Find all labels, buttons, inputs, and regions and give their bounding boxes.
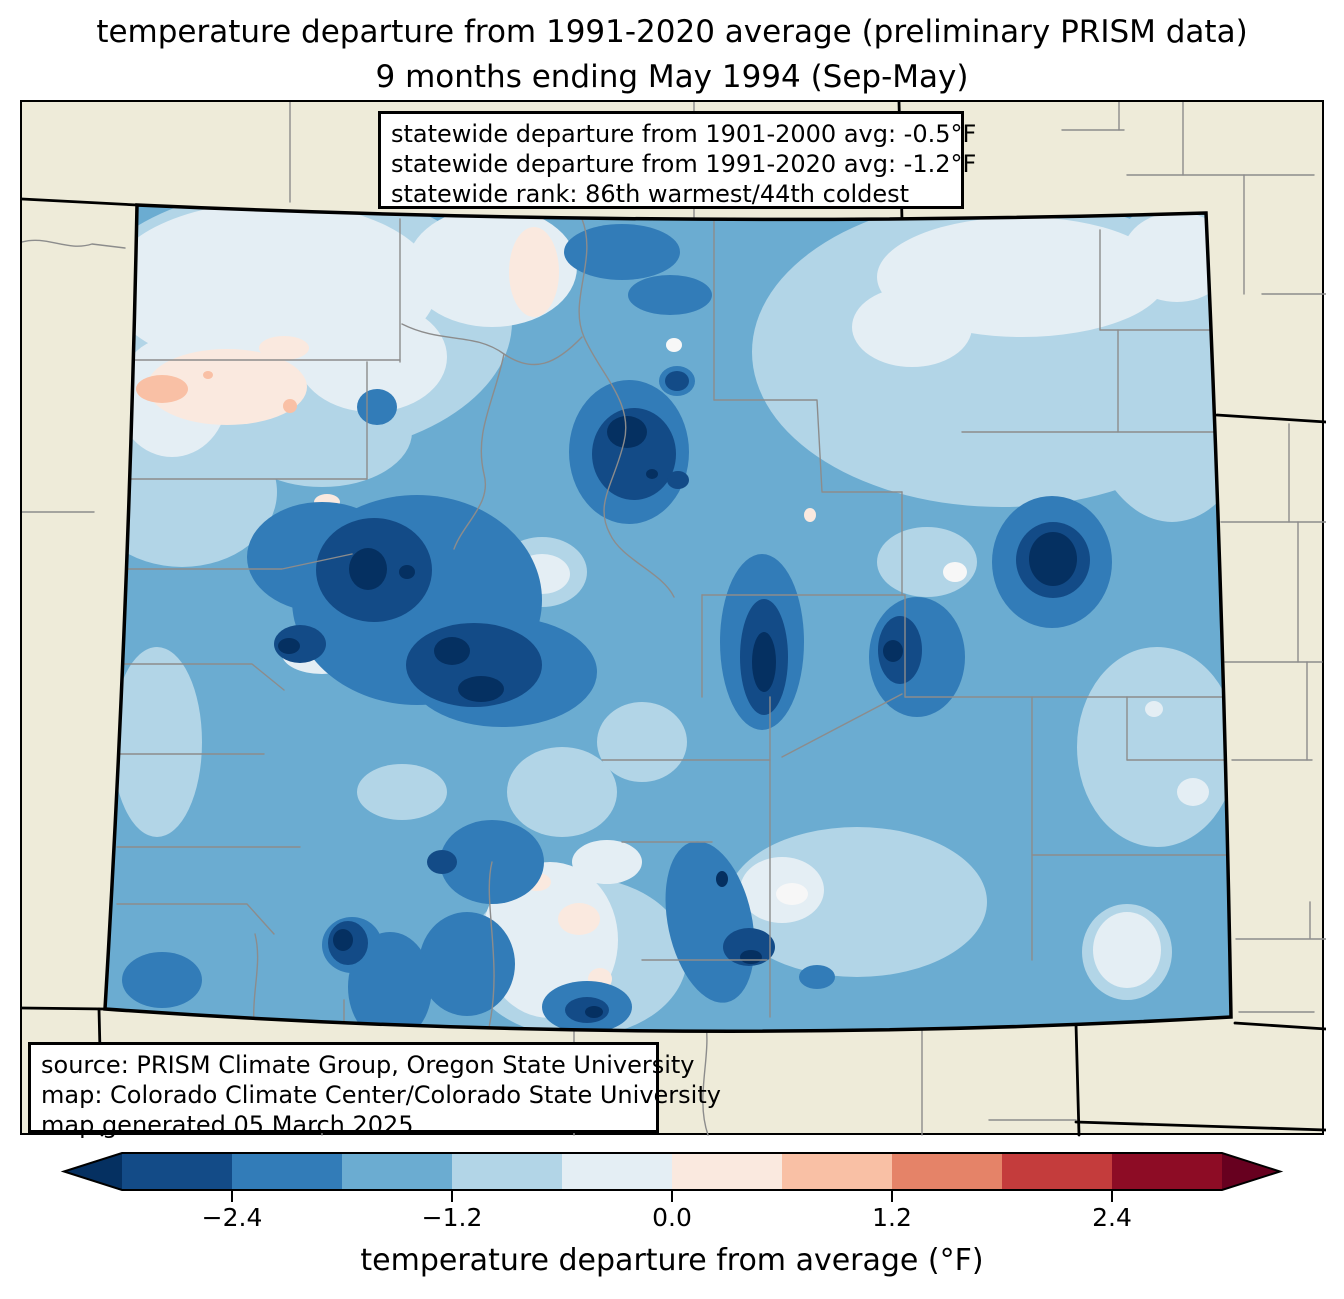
colorbar-segment — [342, 1153, 452, 1190]
colorbar-tick-label: −2.4 — [201, 1203, 263, 1232]
colorbar-axis-label: temperature departure from average (°F) — [360, 1243, 984, 1278]
contour-level-under — [278, 416, 1077, 1018]
colorbar-tick-marks — [231, 1190, 1113, 1202]
statewide-stats-box: statewide departure from 1901-2000 avg: … — [378, 111, 977, 209]
source-line-3: map generated 05 March 2025 — [41, 1111, 414, 1139]
colorbar-outline — [60, 1152, 1284, 1191]
colorbar-tick-label: 1.2 — [872, 1203, 912, 1232]
map-frame: statewide departure from 1901-2000 avg: … — [20, 100, 1326, 1139]
stats-line-2: statewide departure from 1991-2020 avg: … — [391, 150, 977, 178]
colorbar-under-arrow — [64, 1153, 122, 1190]
stats-line-3: statewide rank: 86th warmest/44th coldes… — [391, 180, 910, 208]
colorbar-segment — [562, 1153, 672, 1190]
source-attribution-box: source: PRISM Climate Group, Oregon Stat… — [28, 1042, 721, 1139]
colorbar — [60, 1152, 1284, 1202]
colorbar-segment — [1112, 1153, 1222, 1190]
stats-line-1: statewide departure from 1901-2000 avg: … — [391, 120, 977, 148]
contour-level-seg5 — [107, 205, 1231, 1018]
margin-county-lines — [22, 102, 1326, 1136]
colorbar-segment — [672, 1153, 782, 1190]
temperature-contours — [105, 205, 1231, 1032]
colorbar-segment — [892, 1153, 1002, 1190]
colorado-state-outline — [103, 203, 1233, 1033]
source-line-1: source: PRISM Climate Group, Oregon Stat… — [41, 1051, 695, 1079]
colorbar-segment — [782, 1153, 892, 1190]
page-title: temperature departure from 1991-2020 ave… — [0, 10, 1344, 100]
title-line-1: temperature departure from 1991-2020 ave… — [96, 14, 1248, 50]
colorbar-over-arrow — [1222, 1153, 1280, 1190]
colorado-map — [22, 102, 1326, 1137]
colorbar-segment — [452, 1153, 562, 1190]
colorbar-segment — [232, 1153, 342, 1190]
county-lines — [106, 218, 1229, 1032]
title-line-2: 9 months ending May 1994 (Sep-May) — [375, 59, 969, 95]
colorbar-segments — [122, 1153, 1222, 1190]
colorbar-segment — [122, 1153, 232, 1190]
colorbar-tick-label: 2.4 — [1092, 1203, 1132, 1232]
colorbar-tick-label: −1.2 — [421, 1203, 483, 1232]
source-line-2: map: Colorado Climate Center/Colorado St… — [41, 1081, 721, 1109]
colorbar-segment — [1002, 1153, 1112, 1190]
colorbar-tick-label: 0.0 — [652, 1203, 692, 1232]
